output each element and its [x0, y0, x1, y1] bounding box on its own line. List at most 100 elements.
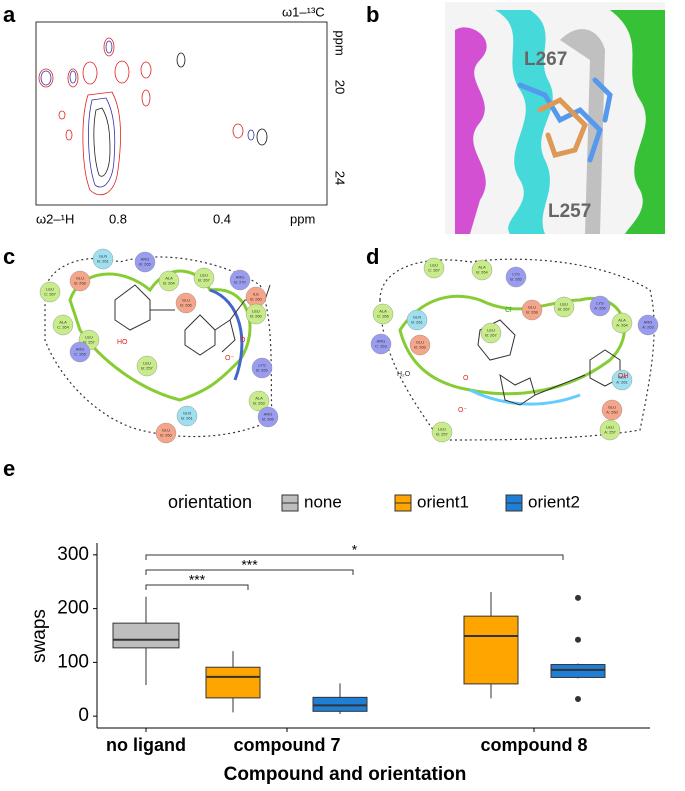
residue: [409, 334, 431, 356]
residue-name: ALA: [59, 320, 67, 325]
legend-label: none: [304, 492, 342, 511]
panel-b: L267 L257: [445, 2, 665, 235]
residue-chain: B: 260: [250, 297, 262, 302]
outlier: [575, 636, 581, 643]
residue-name: GLU: [76, 276, 84, 281]
residue-name: LEU: [430, 263, 438, 268]
outlier: [575, 594, 581, 601]
residue-name: GLU: [182, 298, 190, 303]
significance-label: *: [352, 542, 358, 558]
legend-label: orient2: [528, 492, 580, 511]
residue: [155, 422, 177, 444]
residue-chain: A: 260: [606, 410, 618, 415]
axis-unit: ppm: [290, 211, 315, 226]
box: [550, 664, 606, 678]
residue-name: LEU: [487, 328, 495, 333]
residue: [251, 357, 273, 379]
atom-label: HO: [117, 339, 128, 346]
axis-unit: ppm: [333, 30, 348, 55]
residue: [637, 314, 659, 336]
residue: [39, 281, 61, 303]
residue-chain: A: 263: [642, 325, 654, 330]
residue-name: ILE: [253, 292, 259, 297]
spectrum-peaks: [38, 37, 268, 196]
residue: [505, 266, 527, 288]
residue: [175, 292, 197, 314]
residue-chain: C: 267: [428, 268, 441, 273]
y-tick-label: 200: [57, 598, 89, 619]
box: [112, 622, 180, 649]
residue: [611, 312, 633, 334]
atom-label: H₂O: [397, 371, 411, 378]
residue-name: GLU: [528, 305, 536, 310]
panel-label: c: [3, 244, 15, 269]
residue-name: GLN: [413, 315, 421, 320]
residue: [589, 295, 611, 317]
residue-chain: B: 265: [256, 368, 268, 373]
residue-name: LEU: [438, 427, 446, 432]
residue-chain: A: 257: [604, 430, 616, 435]
residue-name: GLU: [416, 340, 424, 345]
residue: [248, 390, 270, 412]
residue-chain: B: 260: [250, 314, 262, 319]
residue-name: ARG: [236, 275, 245, 280]
residue-chain: B: 266: [180, 303, 192, 308]
axis-label: ω1–¹³C: [282, 4, 325, 19]
residue: [471, 259, 493, 281]
tick-label: 24: [333, 171, 348, 185]
residue-chain: B: 264: [476, 270, 488, 275]
residue-label: L257: [548, 201, 591, 222]
x-tick-label: compound 8: [481, 735, 588, 755]
residue: [257, 406, 279, 428]
atom-label: O: [240, 337, 246, 344]
residue-chain: C: 263: [375, 344, 388, 349]
residue-chain: B: 257: [141, 366, 153, 371]
residue-chain: A: 264: [616, 323, 628, 328]
panel-label: b: [366, 2, 379, 27]
residue-label: L267: [524, 49, 567, 70]
residue: [599, 419, 621, 441]
residue-chain: B: 257: [83, 340, 95, 345]
residue-chain: A: 265: [594, 306, 606, 311]
residue: [611, 369, 633, 391]
y-axis-title: swaps: [29, 609, 50, 663]
residue-name: ALA: [165, 276, 173, 281]
residue: [92, 248, 114, 270]
residue-name: LYS: [258, 363, 266, 368]
residue-name: ALA: [255, 396, 263, 401]
x-axis-title: Compound and orientation: [224, 764, 467, 785]
x-tick-label: no ligand: [106, 735, 186, 755]
residue-name: LYS: [512, 272, 520, 277]
residue-name: GLN: [618, 375, 626, 380]
residue-name: LEU: [606, 425, 614, 430]
helix: [455, 27, 487, 235]
residue: [136, 355, 158, 377]
box: [463, 615, 519, 685]
significance-label: ***: [189, 572, 206, 588]
legend-label: orient1: [417, 492, 469, 511]
residue-name: ALA: [618, 318, 626, 323]
residue-name: ALA: [478, 265, 486, 270]
residue: [372, 303, 394, 325]
residue-chain: B: 265: [139, 262, 151, 267]
residue-chain: C: 266: [377, 314, 390, 319]
panel-label: d: [366, 244, 379, 269]
residue: [553, 296, 575, 318]
atom-label: O⁻: [225, 355, 234, 362]
residue: [521, 299, 543, 321]
residue-name: GLU: [162, 428, 170, 433]
significance-bracket: [145, 584, 249, 590]
box: [205, 666, 261, 699]
ligand: [517, 77, 613, 163]
residue-name: LYS: [596, 301, 604, 306]
significance-bracket: [145, 554, 564, 560]
residue-chain: B: 261: [411, 320, 423, 325]
y-tick-label: 0: [78, 705, 89, 726]
residue-chain: B: 263: [253, 401, 265, 406]
residue-name: GLU: [608, 405, 616, 410]
box: [312, 696, 368, 712]
residue: [52, 314, 74, 336]
